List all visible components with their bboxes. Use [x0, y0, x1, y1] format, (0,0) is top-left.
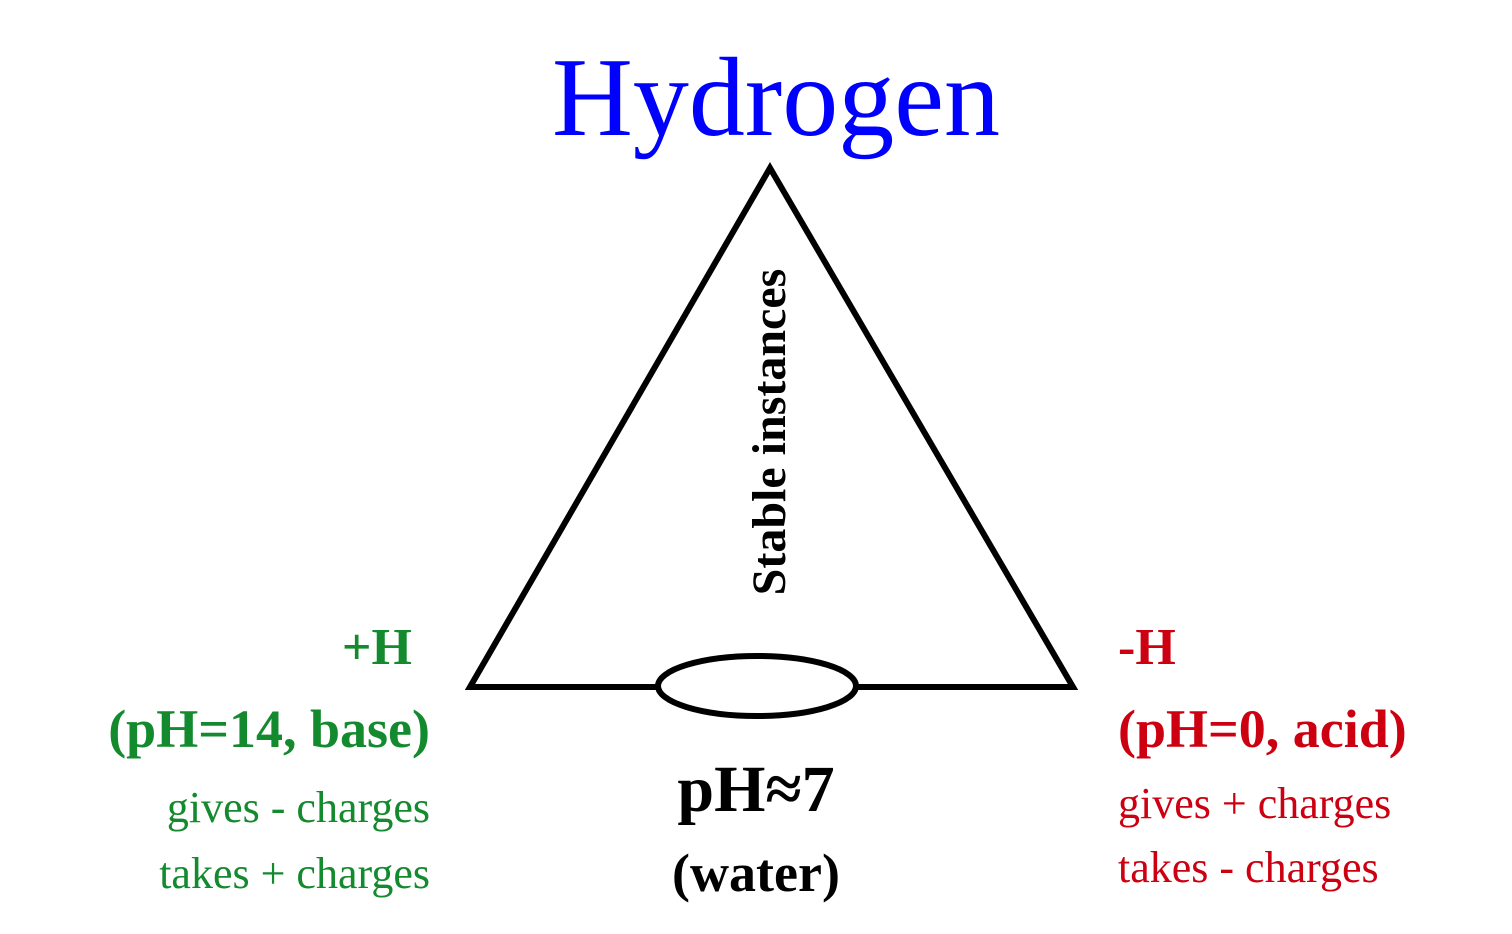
base-gives-text: gives - charges [166, 783, 430, 832]
stable-instances-label: Stable instances [743, 268, 796, 596]
acid-condition: (pH=0, acid) [1118, 699, 1407, 759]
neutral-ph-label: pH≈7 [677, 753, 835, 826]
page-title: Hydrogen [552, 36, 1000, 160]
base-label: +H [341, 619, 412, 676]
base-condition: (pH=14, base) [108, 699, 430, 759]
acid-takes-text: takes - charges [1118, 843, 1379, 892]
acid-gives-text: gives + charges [1118, 779, 1392, 828]
base-takes-text: takes + charges [159, 849, 430, 898]
water-label: (water) [672, 843, 840, 903]
acid-label: -H [1118, 619, 1176, 676]
water-ellipse [655, 653, 859, 719]
